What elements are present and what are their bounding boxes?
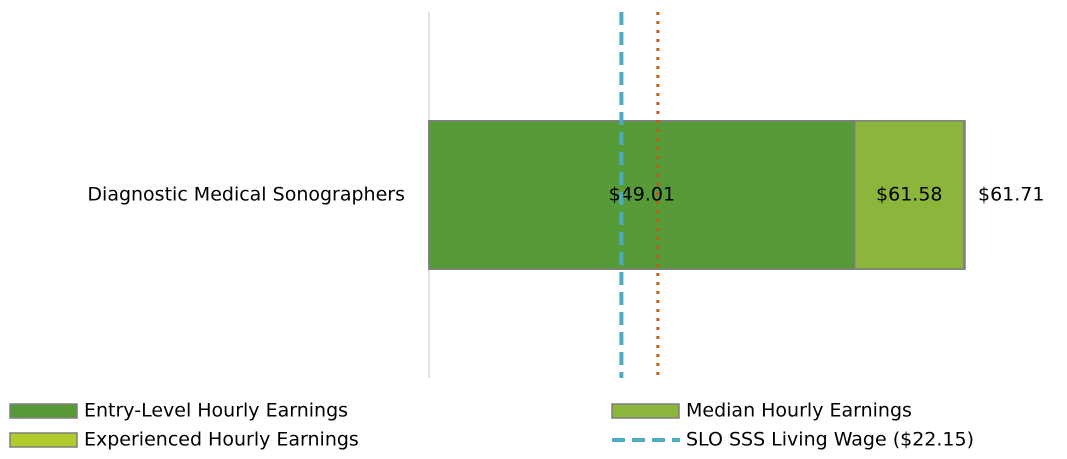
legend-swatch: [9, 403, 78, 419]
legend-label: Median Hourly Earnings: [686, 400, 912, 422]
legend-label: Entry-Level Hourly Earnings: [84, 400, 348, 422]
legend-swatch: [9, 432, 78, 448]
data-label: $49.01: [609, 184, 675, 206]
data-label: $61.71: [978, 184, 1044, 206]
bar: [428, 120, 856, 270]
legend-label: SLO SSS Living Wage ($22.15): [686, 429, 974, 451]
category-label: Diagnostic Medical Sonographers: [87, 184, 405, 206]
legend-swatch: [611, 403, 680, 419]
data-label: $61.58: [876, 184, 942, 206]
legend-label: Experienced Hourly Earnings: [84, 429, 359, 451]
